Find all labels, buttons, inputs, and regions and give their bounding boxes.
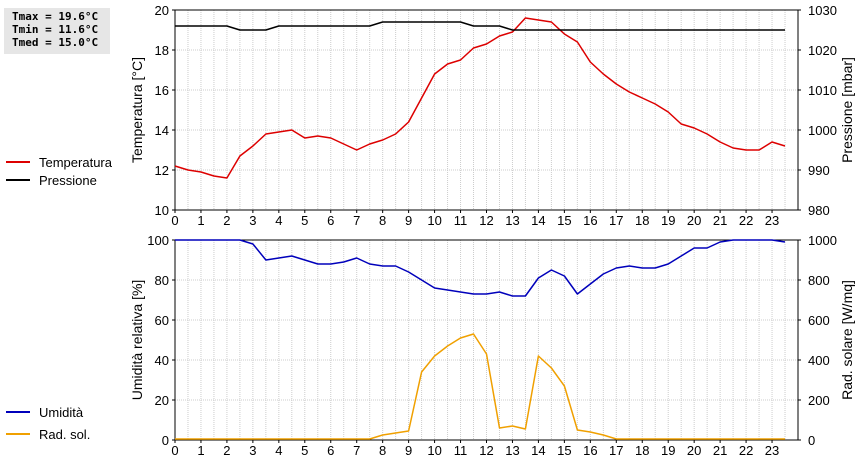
x-tick-label: 8 (379, 213, 386, 228)
y-axis-title: Umidità relativa [%] (129, 280, 145, 401)
y-tick-label: 14 (155, 123, 169, 138)
legend-item: Temperatura (6, 153, 112, 171)
x-tick-label: 17 (609, 443, 623, 458)
legend-top: Temperatura Pressione (6, 153, 112, 189)
y2-tick-label: 1010 (808, 83, 837, 98)
stats-box: Tmax = 19.6°C Tmin = 11.6°C Tmed = 15.0°… (4, 8, 110, 54)
x-tick-label: 13 (505, 213, 519, 228)
y-tick-label: 10 (155, 203, 169, 218)
y-tick-label: 20 (155, 393, 169, 408)
legend-item: Pressione (6, 171, 112, 189)
y-tick-label: 100 (147, 233, 169, 248)
legend-swatch (6, 411, 30, 413)
legend-label: Pressione (39, 172, 97, 188)
x-tick-label: 21 (713, 213, 727, 228)
x-tick-label: 11 (454, 213, 468, 228)
y-tick-label: 18 (155, 43, 169, 58)
y-tick-label: 60 (155, 313, 169, 328)
x-tick-label: 4 (275, 443, 282, 458)
legend-swatch (6, 433, 30, 435)
x-tick-label: 4 (275, 213, 282, 228)
x-tick-label: 7 (353, 213, 360, 228)
tmed-stat: Tmed = 15.0°C (12, 36, 99, 49)
y-tick-label: 12 (155, 163, 169, 178)
x-tick-label: 2 (223, 443, 230, 458)
x-tick-label: 23 (765, 443, 779, 458)
x-tick-label: 0 (171, 213, 178, 228)
x-tick-label: 1 (197, 443, 204, 458)
x-tick-label: 20 (687, 443, 701, 458)
y2-tick-label: 1030 (808, 3, 837, 18)
y2-tick-label: 0 (808, 433, 815, 448)
x-tick-label: 10 (427, 213, 441, 228)
legend-item: Rad. sol. (6, 425, 126, 443)
y2-tick-label: 600 (808, 313, 830, 328)
y-tick-label: 16 (155, 83, 169, 98)
tmax-stat: Tmax = 19.6°C (12, 10, 99, 23)
y2-tick-label: 200 (808, 393, 830, 408)
x-tick-label: 15 (557, 443, 571, 458)
x-tick-label: 13 (505, 443, 519, 458)
series-line-pressione (175, 21, 785, 31)
x-tick-label: 3 (249, 213, 256, 228)
y-tick-label: 20 (155, 3, 169, 18)
x-tick-label: 6 (327, 213, 334, 228)
x-tick-label: 22 (739, 443, 753, 458)
x-tick-label: 12 (479, 443, 493, 458)
x-tick-label: 2 (223, 213, 230, 228)
x-tick-label: 17 (609, 213, 623, 228)
legend-label: Rad. sol. (39, 426, 91, 442)
y2-axis-title: Rad. solare [W/mq] (839, 280, 855, 400)
x-tick-label: 10 (427, 443, 441, 458)
x-tick-label: 19 (661, 443, 675, 458)
x-tick-label: 22 (739, 213, 753, 228)
x-tick-label: 8 (379, 443, 386, 458)
legend-swatch (6, 179, 30, 181)
x-tick-label: 9 (405, 213, 412, 228)
x-tick-label: 7 (353, 443, 360, 458)
x-tick-label: 1 (197, 213, 204, 228)
x-tick-label: 21 (713, 443, 727, 458)
x-tick-label: 16 (583, 443, 597, 458)
y2-tick-label: 400 (808, 353, 830, 368)
tmin-stat: Tmin = 11.6°C (12, 23, 99, 36)
y2-axis-title: Pressione [mbar] (839, 57, 855, 163)
series-line-rad-sol- (175, 333, 785, 440)
x-tick-label: 14 (531, 213, 545, 228)
x-tick-label: 12 (479, 213, 493, 228)
x-tick-label: 11 (454, 443, 468, 458)
y-tick-label: 0 (162, 433, 169, 448)
legend-swatch (6, 161, 30, 163)
y-tick-label: 80 (155, 273, 169, 288)
y2-tick-label: 1000 (808, 233, 837, 248)
x-tick-label: 5 (301, 213, 308, 228)
x-tick-label: 18 (635, 213, 649, 228)
x-tick-label: 19 (661, 213, 675, 228)
x-tick-label: 20 (687, 213, 701, 228)
x-tick-label: 15 (557, 213, 571, 228)
y2-tick-label: 980 (808, 203, 830, 218)
y2-tick-label: 1000 (808, 123, 837, 138)
y2-tick-label: 1020 (808, 43, 837, 58)
x-tick-label: 0 (171, 443, 178, 458)
y2-tick-label: 990 (808, 163, 830, 178)
y-axis-title: Temperatura [°C] (129, 57, 145, 163)
x-tick-label: 5 (301, 443, 308, 458)
series-line-umidit- (175, 239, 786, 297)
x-tick-label: 3 (249, 443, 256, 458)
legend-item: Umidità (6, 403, 126, 421)
x-tick-label: 6 (327, 443, 334, 458)
x-tick-label: 9 (405, 443, 412, 458)
legend-label: Umidità (39, 404, 84, 420)
x-tick-label: 14 (531, 443, 545, 458)
y-tick-label: 40 (155, 353, 169, 368)
y2-tick-label: 800 (808, 273, 830, 288)
x-tick-label: 23 (765, 213, 779, 228)
series-line-temperatura (174, 17, 786, 179)
legend-label: Temperatura (39, 154, 112, 170)
x-tick-label: 16 (583, 213, 597, 228)
x-tick-label: 18 (635, 443, 649, 458)
